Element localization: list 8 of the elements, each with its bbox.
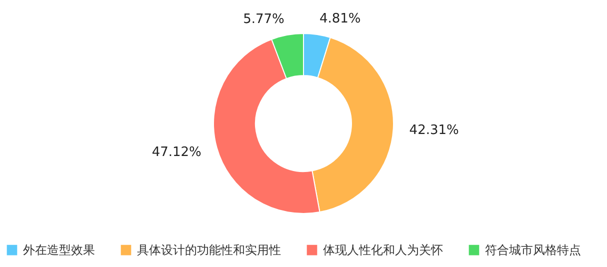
- legend-label: 外在造型效果: [23, 243, 95, 258]
- legend-label: 符合城市风格特点: [485, 243, 581, 258]
- legend-label: 具体设计的功能性和实用性: [137, 243, 281, 258]
- data-label: 42.31%: [409, 122, 459, 138]
- data-label: 5.77%: [243, 12, 284, 28]
- data-label: 47.12%: [152, 144, 202, 160]
- data-label: 4.81%: [319, 12, 361, 27]
- legend-label: 体现人性化和人为关怀: [323, 243, 443, 258]
